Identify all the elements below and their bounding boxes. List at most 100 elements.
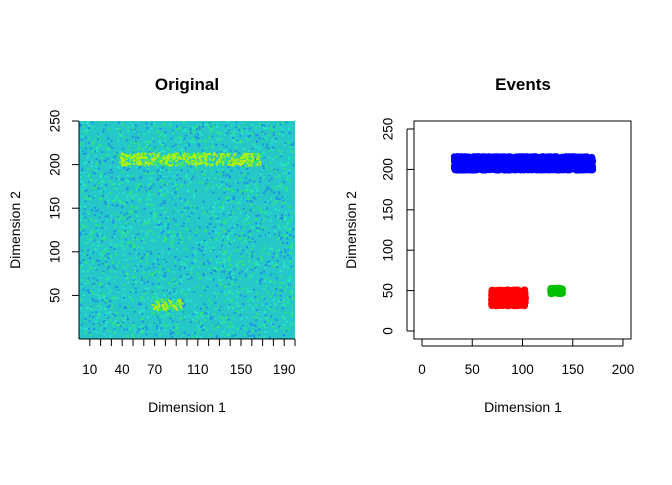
heatmap-cell bbox=[223, 213, 225, 215]
heatmap-event-cell bbox=[216, 155, 218, 157]
heatmap-cell bbox=[236, 310, 238, 312]
heatmap-cell bbox=[93, 143, 95, 145]
heatmap-cell bbox=[146, 251, 148, 253]
heatmap-event-cell bbox=[155, 309, 157, 311]
heatmap-cell bbox=[188, 278, 190, 280]
heatmap-event-cell bbox=[204, 162, 206, 164]
heatmap-cell bbox=[256, 140, 258, 142]
heatmap-event-cell bbox=[167, 159, 169, 161]
heatmap-cell bbox=[259, 323, 261, 325]
heatmap-cell bbox=[109, 311, 111, 313]
heatmap-cell bbox=[208, 268, 210, 270]
heatmap-cell bbox=[249, 277, 251, 279]
heatmap-cell bbox=[216, 285, 218, 287]
heatmap-cell bbox=[276, 187, 278, 189]
heatmap-cell bbox=[280, 155, 282, 157]
heatmap-cell bbox=[238, 152, 240, 154]
heatmap-cell bbox=[281, 162, 283, 164]
heatmap-event-cell bbox=[169, 153, 171, 155]
heatmap-cell bbox=[130, 122, 132, 124]
heatmap-cell bbox=[111, 171, 113, 173]
heatmap-cell bbox=[127, 181, 129, 183]
heatmap-cell bbox=[120, 212, 122, 214]
heatmap-cell bbox=[99, 277, 101, 279]
heatmap-cell bbox=[121, 245, 123, 247]
heatmap-cell bbox=[153, 239, 155, 241]
heatmap-cell bbox=[251, 133, 253, 135]
heatmap-cell bbox=[287, 267, 289, 269]
heatmap-cell bbox=[119, 305, 121, 307]
heatmap-cell bbox=[248, 150, 250, 152]
heatmap-cell bbox=[83, 249, 85, 251]
heatmap-cell bbox=[232, 132, 234, 134]
heatmap-cell bbox=[168, 149, 170, 151]
heatmap-event-cell bbox=[198, 157, 200, 159]
heatmap-cell bbox=[102, 272, 104, 274]
heatmap-cell bbox=[194, 260, 196, 262]
heatmap-cell bbox=[252, 308, 254, 310]
heatmap-cell bbox=[279, 198, 281, 200]
heatmap-cell bbox=[264, 280, 266, 282]
heatmap-cell bbox=[231, 232, 233, 234]
heatmap-cell bbox=[112, 265, 114, 267]
heatmap-cell bbox=[253, 226, 255, 228]
heatmap-cell bbox=[229, 259, 231, 261]
heatmap-cell bbox=[259, 280, 261, 282]
heatmap-cell bbox=[210, 223, 212, 225]
heatmap-cell bbox=[291, 212, 293, 214]
heatmap-cell bbox=[221, 279, 223, 281]
heatmap-cell bbox=[212, 141, 214, 143]
heatmap-event-cell bbox=[231, 164, 233, 166]
heatmap-cell bbox=[160, 194, 162, 196]
heatmap-cell bbox=[233, 225, 235, 227]
heatmap-cell bbox=[210, 131, 212, 133]
heatmap-cell bbox=[182, 225, 184, 227]
heatmap-cell bbox=[263, 288, 265, 290]
heatmap-cell bbox=[79, 150, 81, 152]
heatmap-cell bbox=[203, 287, 205, 289]
heatmap-cell bbox=[273, 192, 275, 194]
heatmap-cell bbox=[206, 226, 208, 228]
heatmap-cell bbox=[289, 296, 291, 298]
heatmap-cell bbox=[199, 140, 201, 142]
heatmap-event-cell bbox=[125, 163, 127, 165]
heatmap-cell bbox=[99, 225, 101, 227]
heatmap-cell bbox=[243, 334, 245, 336]
heatmap-cell bbox=[193, 291, 195, 293]
heatmap-cell bbox=[107, 267, 109, 269]
heatmap-cell bbox=[166, 210, 168, 212]
heatmap-cell bbox=[284, 219, 286, 221]
heatmap-event-cell bbox=[157, 309, 159, 311]
heatmap-cell bbox=[165, 207, 167, 209]
heatmap-cell bbox=[101, 227, 103, 229]
heatmap-cell bbox=[234, 312, 236, 314]
heatmap-cell bbox=[148, 268, 150, 270]
heatmap-cell bbox=[250, 291, 252, 293]
heatmap-cell bbox=[168, 270, 170, 272]
heatmap-cell bbox=[87, 129, 89, 131]
heatmap-cell bbox=[261, 169, 263, 171]
heatmap-cell bbox=[169, 289, 171, 291]
heatmap-cell bbox=[225, 251, 227, 253]
heatmap-cell bbox=[84, 283, 86, 285]
heatmap-cell bbox=[127, 218, 129, 220]
heatmap-cell bbox=[168, 252, 170, 254]
heatmap-cell bbox=[238, 129, 240, 131]
heatmap-event-cell bbox=[240, 160, 242, 162]
heatmap-cell bbox=[84, 242, 86, 244]
heatmap-cell bbox=[90, 147, 92, 149]
heatmap-cell bbox=[187, 185, 189, 187]
heatmap-cell bbox=[162, 230, 164, 232]
heatmap-cell bbox=[217, 276, 219, 278]
heatmap-cell bbox=[244, 237, 246, 239]
heatmap-cell bbox=[110, 270, 112, 272]
heatmap-cell bbox=[149, 147, 151, 149]
heatmap-event-cell bbox=[120, 157, 122, 159]
heatmap-cell bbox=[255, 267, 257, 269]
heatmap-cell bbox=[85, 161, 87, 163]
heatmap-cell bbox=[160, 187, 162, 189]
heatmap-cell bbox=[167, 216, 169, 218]
heatmap-event-cell bbox=[143, 159, 145, 161]
heatmap-cell bbox=[152, 312, 154, 314]
heatmap-cell bbox=[281, 206, 283, 208]
